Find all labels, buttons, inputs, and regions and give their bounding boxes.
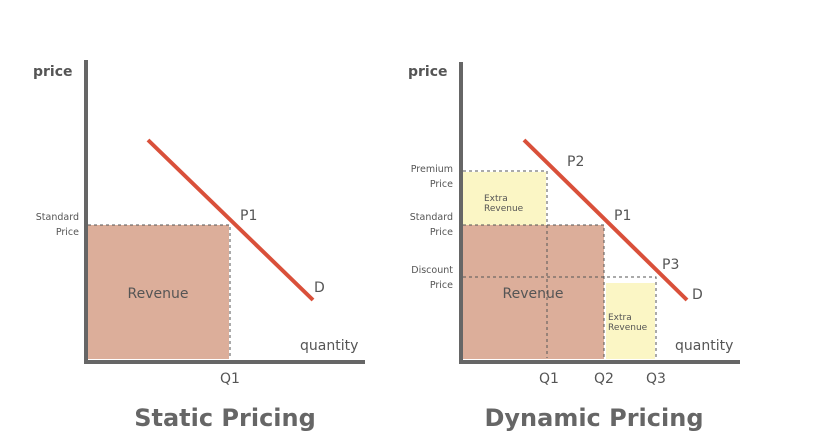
x-axis-label: quantity: [675, 338, 733, 354]
price-level: Price: [430, 280, 453, 291]
quantity-label: Q2: [594, 371, 614, 387]
revenue-label: Revenue: [128, 286, 189, 302]
y-axis-label: price: [408, 64, 448, 80]
point-label: P1: [614, 208, 631, 224]
price-level: Standard: [36, 212, 79, 223]
demand-curve: [146, 138, 315, 302]
revenue-label: Revenue: [503, 286, 564, 302]
quantity-label: Q1: [220, 371, 240, 387]
extra-revenue-label: Extra: [484, 194, 508, 204]
revenue-area: [463, 225, 604, 359]
dynamic-panel: price Premium Price Standard Price Disco…: [408, 62, 740, 432]
panel-title: Dynamic Pricing: [484, 404, 703, 432]
revenue-area: [88, 225, 229, 359]
price-level: Standard: [410, 212, 453, 223]
point-label: P3: [662, 257, 679, 273]
extra-revenue-label: Extra: [608, 313, 632, 323]
demand-label: D: [314, 280, 325, 296]
guide-line: [88, 224, 231, 358]
guide-line: [463, 170, 548, 358]
x-axis-label: quantity: [300, 338, 358, 354]
demand-curve: [522, 138, 689, 302]
price-level: Discount: [411, 265, 453, 276]
quantity-label: Q3: [646, 371, 666, 387]
price-level: Price: [430, 227, 453, 238]
extra-revenue-area: [606, 283, 655, 359]
quantity-label: Q1: [539, 371, 559, 387]
extra-revenue-label: Revenue: [484, 204, 524, 214]
price-level: Premium: [411, 164, 453, 175]
panel-title: Static Pricing: [134, 404, 316, 432]
demand-label: D: [692, 287, 703, 303]
y-axis-label: price: [33, 64, 73, 80]
price-level: Price: [430, 179, 453, 190]
guide-line: [463, 224, 605, 358]
guide-line: [463, 276, 657, 358]
extra-revenue-label: Revenue: [608, 323, 648, 333]
extra-revenue-area: [463, 172, 546, 225]
point-label: P2: [567, 154, 584, 170]
static-panel: price Standard Price P1 D Revenue quanti…: [33, 60, 365, 432]
point-label: P1: [240, 208, 257, 224]
price-level: Price: [56, 227, 79, 238]
